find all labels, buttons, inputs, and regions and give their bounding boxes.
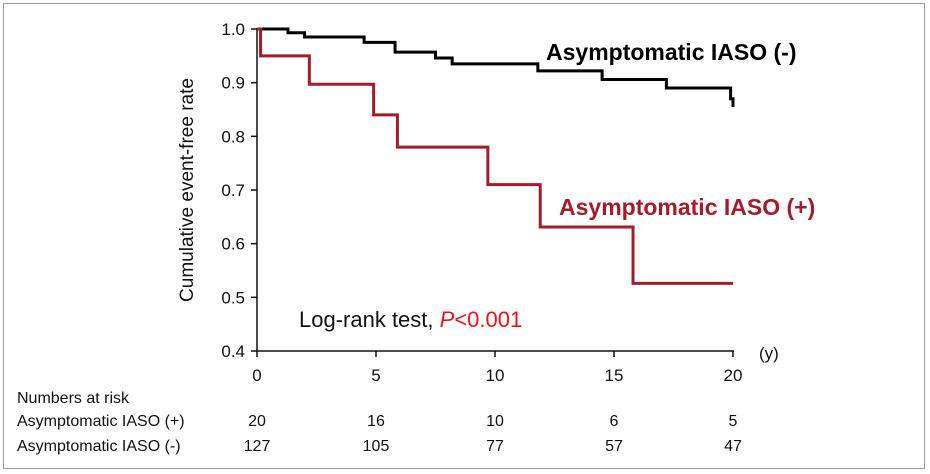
series-label-iaso-positive: Asymptomatic IASO (+) xyxy=(559,194,815,220)
y-tick-label: 0.9 xyxy=(221,74,245,93)
x-tick-label: 10 xyxy=(486,366,505,385)
y-ticks: 0.4 0.5 0.6 0.7 0.8 0.9 1.0 xyxy=(221,20,257,361)
log-rank-annotation: Log-rank test, P<0.001 xyxy=(299,307,522,332)
p-value: <0.001 xyxy=(454,307,522,332)
risk-table-title: Numbers at risk xyxy=(17,390,130,407)
risk-count: 127 xyxy=(244,438,271,455)
risk-count: 20 xyxy=(248,413,266,430)
y-tick-label: 0.8 xyxy=(221,127,245,146)
risk-count: 16 xyxy=(367,413,385,430)
risk-row-label: Asymptomatic IASO (-) xyxy=(17,438,181,455)
x-axis-unit: (y) xyxy=(759,344,779,363)
p-label: P xyxy=(440,307,455,332)
x-ticks: 0 5 10 15 20 xyxy=(252,351,742,385)
risk-count: 57 xyxy=(605,438,623,455)
series-label-iaso-negative: Asymptomatic IASO (-) xyxy=(546,39,796,65)
risk-count: 47 xyxy=(724,438,742,455)
risk-count: 6 xyxy=(610,413,619,430)
y-tick-label: 0.6 xyxy=(221,235,245,254)
x-tick-label: 15 xyxy=(605,366,624,385)
numbers-at-risk-table: Numbers at risk Asymptomatic IASO (+) 20 1… xyxy=(17,390,742,455)
risk-count: 5 xyxy=(729,413,738,430)
y-tick-label: 0.7 xyxy=(221,181,245,200)
y-tick-label: 0.5 xyxy=(221,288,245,307)
x-tick-label: 20 xyxy=(724,366,743,385)
curve-iaso-negative xyxy=(257,27,735,107)
y-tick-label: 0.4 xyxy=(221,342,245,361)
x-tick-label: 0 xyxy=(252,366,261,385)
curve-iaso-positive xyxy=(257,27,733,285)
x-tick-label: 5 xyxy=(371,366,380,385)
y-axis-label: Cumulative event-free rate xyxy=(177,78,198,302)
risk-count: 10 xyxy=(486,413,504,430)
risk-count: 77 xyxy=(486,438,504,455)
log-rank-text: Log-rank test, xyxy=(299,307,440,332)
axes xyxy=(256,28,734,352)
y-tick-label: 1.0 xyxy=(221,20,245,39)
risk-count: 105 xyxy=(363,438,390,455)
survival-curves xyxy=(257,27,735,285)
risk-row-label: Asymptomatic IASO (+) xyxy=(17,413,185,430)
figure-frame xyxy=(3,3,925,469)
